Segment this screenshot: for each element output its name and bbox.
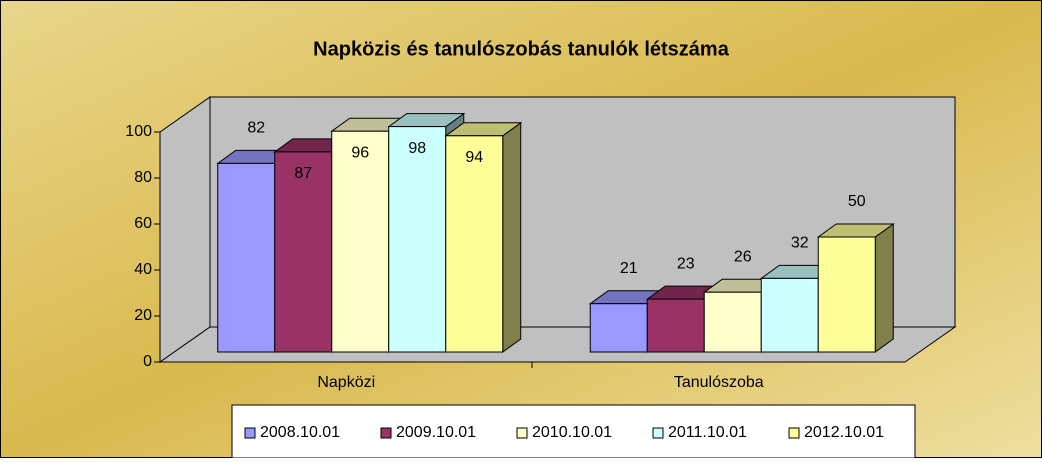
bar-face [274, 151, 333, 353]
bar [816, 223, 895, 353]
y-tick-label: 0 [143, 353, 152, 370]
data-label: 98 [408, 140, 426, 157]
bar-face [874, 223, 894, 353]
bar-face [388, 126, 447, 353]
data-label: 23 [677, 255, 695, 272]
data-label: 94 [465, 149, 483, 166]
bar-face [589, 303, 648, 353]
y-tick-label: 40 [134, 261, 152, 278]
data-label: 87 [294, 165, 312, 182]
legend-swatch [516, 427, 528, 439]
bar-face [703, 291, 762, 353]
bar [444, 121, 523, 353]
data-label: 96 [351, 144, 369, 161]
bar-face [760, 277, 819, 353]
legend-swatch [652, 427, 664, 439]
y-tick-label: 100 [125, 123, 152, 140]
data-label: 21 [620, 260, 638, 277]
bar-face [502, 121, 522, 353]
legend-swatch [788, 427, 800, 439]
legend-label: 2011.10.01 [668, 424, 747, 441]
bar-face [217, 162, 276, 353]
legend-swatch [244, 427, 256, 439]
legend-label: 2010.10.01 [532, 424, 612, 441]
bar-face [646, 298, 705, 353]
data-label: 26 [734, 248, 752, 265]
x-tick-label: Napközi [317, 374, 375, 391]
bar-face [331, 130, 390, 353]
side-wall [159, 96, 211, 363]
data-label: 32 [791, 235, 809, 252]
y-tick-label: 80 [134, 169, 152, 186]
legend-swatch [380, 427, 392, 439]
y-tick-label: 20 [134, 307, 152, 324]
y-tick-label: 60 [134, 215, 152, 232]
legend [231, 404, 916, 459]
legend-label: 2008.10.01 [260, 424, 340, 441]
data-label: 50 [848, 193, 866, 210]
chart-title: Napközis és tanulószobás tanulók létszám… [313, 38, 730, 60]
data-label: 82 [247, 120, 265, 137]
x-tick-label: Tanulószoba [674, 374, 764, 391]
bar-face [817, 236, 876, 353]
legend-label: 2012.10.01 [804, 424, 884, 441]
bar-face [445, 135, 504, 353]
legend-label: 2009.10.01 [396, 424, 476, 441]
